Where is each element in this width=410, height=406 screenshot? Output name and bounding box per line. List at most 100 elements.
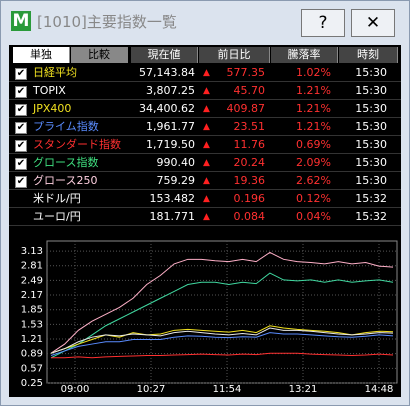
window-title: [1010]主要指数一覧 [37,13,177,31]
row-pct: 1.21% [296,84,331,97]
row-time: 15:30 [355,120,387,133]
series-line [51,352,394,359]
row-line [9,135,401,136]
row-pct: 2.09% [296,156,331,169]
row-pct: 0.04% [296,210,331,223]
row-time: 15:32 [355,210,387,223]
row-name: 米ドル/円 [33,192,81,205]
help-button[interactable]: ? [301,9,345,37]
y-tick-label: 1.85 [21,305,43,316]
up-arrow: ▲ [203,158,210,168]
x-tick-label: 14:48 [365,384,394,395]
row-change: 11.76 [233,138,266,151]
column-header: 時刻 [339,47,398,63]
up-arrow: ▲ [203,194,210,204]
checkbox[interactable]: ✔ [15,86,27,98]
row-name: グロース250 [33,174,98,187]
up-arrow: ▲ [203,122,210,132]
row-change: 20.24 [233,156,266,169]
x-tick-label: 11:54 [213,384,242,395]
series-line [50,272,394,359]
row-name: TOPIX [33,84,66,97]
up-arrow: ▲ [203,176,210,186]
row-time: 15:30 [355,102,387,115]
x-tick-label: 13:21 [289,384,318,395]
app-icon: M [11,11,31,31]
row-time: 15:30 [355,156,387,169]
row-name: 日経平均 [33,66,77,79]
checkbox[interactable]: ✔ [15,140,27,152]
y-tick-label: 2.49 [21,275,43,286]
row-price: 181.771 [149,210,196,223]
y-tick-label: 1.21 [21,334,43,345]
row-change: 19.36 [233,174,266,187]
row-name: スタンダード指数 [33,138,121,151]
y-tick-label: 2.81 [21,261,43,272]
row-pct: 1.02% [296,66,331,79]
row-line [9,117,401,118]
row-price: 34,400.62 [139,102,195,115]
close-button[interactable]: ✕ [351,9,395,37]
up-arrow: ▲ [203,104,210,114]
column-header: 現在値 [131,47,198,63]
row-line [9,99,401,100]
row-pct: 1.21% [296,102,331,115]
row-change: 409.87 [226,102,266,115]
plot-bg [46,240,398,384]
up-arrow: ▲ [203,86,210,96]
up-arrow: ▲ [203,212,210,222]
y-tick-label: 1.53 [21,319,43,330]
row-price: 153.482 [149,192,196,205]
column-header: 前日比 [199,47,270,63]
row-name: ユーロ/円 [33,210,81,223]
checkbox[interactable]: ✔ [15,122,27,134]
row-price: 759.29 [156,174,196,187]
row-line [9,81,401,82]
y-tick-label: 2.17 [21,290,43,301]
row-change: 23.51 [233,120,266,133]
panel: 0.25 0.57 0.89 1.21 1.53 1.85 2.17 2.49 2.81 3.13… [9,45,401,397]
row-price: 990.40 [156,156,196,169]
row-line [9,171,401,172]
row-time: 15:30 [355,84,387,97]
row-time: 15:30 [355,174,387,187]
row-name: JPX400 [33,102,72,115]
tab[interactable]: 比較 [71,47,128,63]
column-header: 騰落率 [271,47,338,63]
y-tick-label: 0.57 [21,363,43,374]
row-time: 15:30 [355,66,387,79]
y-tick-label: 0.25 [21,378,43,389]
row-time: 15:32 [355,192,387,205]
up-arrow: ▲ [203,140,210,150]
row-price: 3,807.25 [146,84,195,97]
row-line [9,153,401,154]
row-change: 45.70 [233,84,266,97]
x-tick-label: 10:27 [137,384,166,395]
row-change: 0.196 [233,192,266,205]
row-name: グロース指数 [33,156,99,169]
series-line [50,327,394,354]
row-pct: 1.21% [296,120,331,133]
x-tick-label: 09:00 [61,384,90,395]
chart: 0.25 0.57 0.89 1.21 1.53 1.85 2.17 2.49 2.81 3.13… [21,240,398,395]
row-name: プライム指数 [33,120,99,133]
y-tick-label: 0.89 [21,349,43,360]
row-pct: 0.12% [296,192,331,205]
row-change: 0.084 [233,210,266,223]
series-line [50,251,394,354]
series-line [50,332,394,356]
row-change: 577.35 [226,66,266,79]
up-arrow: ▲ [203,68,210,78]
checkbox[interactable]: ✔ [15,104,27,116]
row-line [9,189,401,190]
row-time: 15:30 [355,138,387,151]
tab[interactable]: 単独 [13,47,70,63]
row-price: 1,719.50 [146,138,195,151]
row-line [9,207,401,208]
row-price: 57,143.84 [139,66,195,79]
checkbox[interactable]: ✔ [15,158,27,170]
row-price: 1,961.77 [146,120,195,133]
checkbox[interactable]: ✔ [15,68,27,80]
checkbox[interactable]: ✔ [15,176,27,188]
